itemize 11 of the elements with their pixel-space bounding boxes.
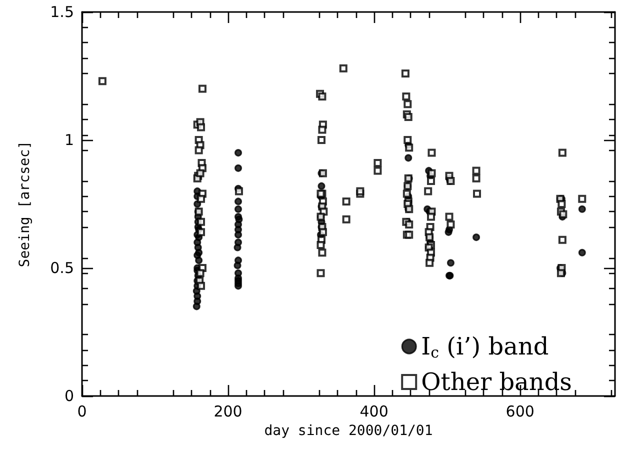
legend-label: Other bands <box>421 368 572 396</box>
y-axis-title: Seeing [arcsec] <box>17 140 33 268</box>
y-tick-label: 1.5 <box>50 3 74 21</box>
y-tick-label: 0 <box>64 387 74 405</box>
y-tick-label: 0.5 <box>50 259 74 277</box>
x-tick-label: 400 <box>360 402 388 420</box>
x-axis-title: day since 2000/01/01 <box>264 423 433 439</box>
x-tick-label: 0 <box>77 402 87 420</box>
x-tick-label: 200 <box>214 402 242 420</box>
x-tick-label: 600 <box>506 402 534 420</box>
y-tick-label: 1 <box>64 131 74 149</box>
